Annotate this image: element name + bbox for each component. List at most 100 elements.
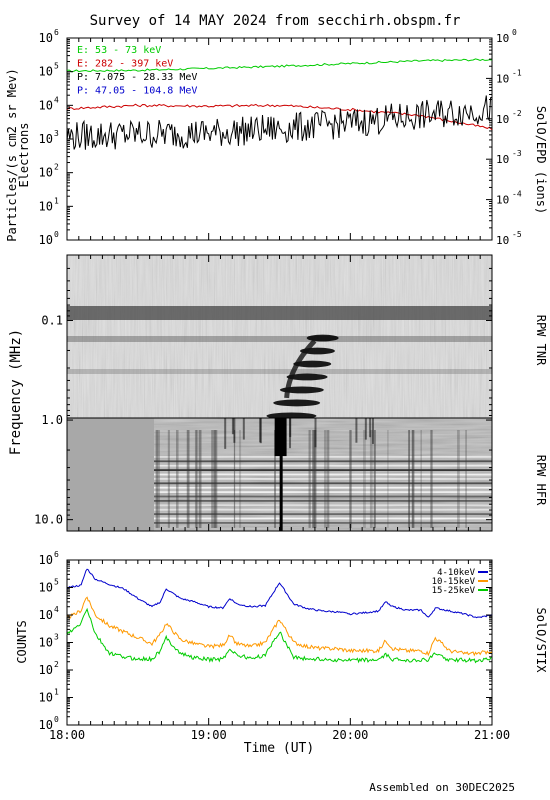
hfr-band (154, 504, 492, 507)
epd-legend-entry: E: 53 - 73 keV (77, 45, 161, 56)
burst-front (284, 339, 317, 399)
hfr-band (154, 513, 492, 515)
hfr-streak (187, 430, 190, 528)
hfr-band (154, 473, 492, 476)
hfr-streak-dark (314, 418, 317, 448)
hfr-streak (420, 430, 422, 528)
rpw-ylabel: Frequency (MHz) (8, 329, 24, 455)
rpw-right-label-top: RPW TNR (534, 315, 548, 366)
rpw-y-tick-label: 1.0 (41, 413, 63, 427)
hfr-streak (349, 430, 352, 528)
epd-yr-tick-exp: -2 (512, 109, 522, 118)
hfr-band (154, 460, 492, 463)
epd-yr-tick-exp: 0 (512, 28, 517, 37)
stix-right-label: SolO/STIX (534, 607, 548, 673)
rpw-y-tick-label: 10.0 (34, 513, 63, 527)
hfr-streak (374, 430, 376, 528)
hfr-streak (186, 430, 190, 528)
hfr-streak-dark (369, 418, 372, 438)
hfr-streak (465, 430, 467, 528)
x-tick-label: 20:00 (332, 728, 368, 742)
epd-legend-entry: E: 282 - 397 keV (77, 59, 173, 70)
epd-y-tick-exp: 1 (54, 196, 59, 205)
rpw-right-label-bottom: RPW HFR (534, 455, 548, 506)
hfr-streak (167, 430, 170, 528)
epd-yr-tick-exp: -1 (512, 68, 522, 77)
hfr-band (154, 508, 492, 511)
epd-y-tick-exp: 4 (54, 95, 59, 104)
stix-y-tick-label: 10 (39, 691, 53, 705)
stix-series-line (66, 607, 493, 664)
burst-stripe (273, 399, 321, 407)
epd-y-tick-label: 10 (39, 233, 53, 247)
epd-y-tick-exp: 2 (54, 163, 59, 172)
hfr-streak (408, 430, 411, 528)
x-axis-label: Time (UT) (244, 741, 314, 756)
epd-yr-tick-label: 10 (496, 113, 509, 126)
hfr-streak (457, 430, 460, 528)
x-tick-label: 18:00 (49, 728, 85, 742)
epd-yr-tick-label: 10 (496, 153, 509, 166)
epd-series-line (66, 103, 493, 131)
hfr-streak (412, 430, 415, 528)
hfr-streak (408, 430, 410, 528)
hfr-streak (195, 430, 198, 528)
burst-stripe (286, 373, 328, 381)
hfr-streak-dark (289, 418, 292, 449)
stix-y-tick-exp: 1 (54, 688, 59, 697)
burst-stripe (279, 386, 324, 394)
panel-rpw: 0.1 1.0 10.0 Frequency (MHz) RPW TNR RPW H… (8, 254, 548, 532)
epd-legend-entry: P: 47.05 - 104.8 MeV (77, 86, 197, 97)
epd-yr-tick-label: 10 (496, 32, 509, 45)
hfr-streak (327, 430, 330, 528)
hfr-streak-dark (233, 418, 236, 443)
epd-y-tick-label: 10 (39, 132, 53, 146)
hfr-streak (211, 430, 214, 528)
epd-y-tick-label: 10 (39, 199, 53, 213)
hfr-band (154, 500, 492, 502)
stix-series-line (66, 596, 493, 657)
hfr-streak (155, 430, 158, 528)
hfr-streak (214, 430, 218, 528)
stix-y-tick-label: 10 (39, 608, 53, 622)
hfr-streak (239, 430, 242, 528)
hfr-streak (349, 430, 352, 528)
x-tick-label: 21:00 (474, 728, 510, 742)
epd-yr-tick-label: 10 (496, 72, 509, 85)
hfr-streak (387, 430, 389, 528)
hfr-streak (313, 430, 317, 528)
hfr-band (154, 486, 492, 489)
burst-stripe (306, 334, 339, 342)
hfr-streak (430, 430, 433, 528)
epd-yr-tick-exp: -5 (512, 230, 522, 239)
hfr-streak (194, 430, 198, 528)
hfr-band (154, 482, 492, 485)
stix-y-tick-label: 10 (39, 553, 53, 567)
x-tick-label: 19:00 (191, 728, 227, 742)
stix-legend-entry: 4-10keV (437, 568, 476, 578)
hfr-streak-dark (224, 418, 227, 449)
epd-yr-tick-label: 10 (496, 234, 509, 247)
hfr-band (154, 517, 492, 520)
hfr-band (154, 464, 492, 467)
stix-y-tick-label: 10 (39, 718, 53, 732)
epd-y-tick-exp: 5 (54, 62, 59, 71)
burst-stripe (293, 360, 332, 368)
stix-series-line (66, 568, 493, 619)
hfr-streak (156, 430, 160, 528)
hfr-streak (411, 430, 414, 528)
stix-y-tick-exp: 0 (54, 715, 59, 724)
panel-epd: 10 010 110 210 310 410 510 610 -510 -410 -310 -210-… (5, 28, 548, 247)
stix-y-tick-label: 10 (39, 636, 53, 650)
hfr-band (154, 495, 492, 498)
epd-y-tick-label: 10 (39, 31, 53, 45)
stix-y-tick-label: 10 (39, 663, 53, 677)
epd-legend-entry: P: 7.075 - 28.33 MeV (77, 72, 197, 83)
epd-y-tick-label: 10 (39, 98, 53, 112)
hfr-streak (176, 430, 179, 528)
hfr-streak (312, 430, 314, 528)
epd-y-tick-exp: 0 (54, 230, 59, 239)
hfr-band (154, 469, 492, 471)
hfr-streak (274, 430, 277, 528)
